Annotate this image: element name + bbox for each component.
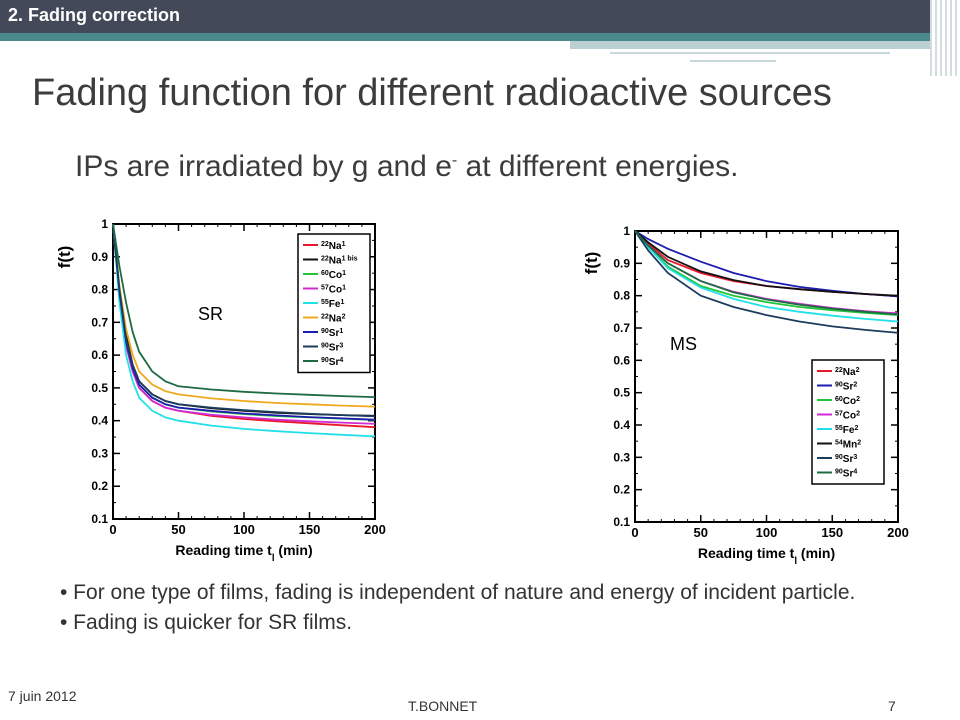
- bullet-item: • For one type of films, fading is indep…: [60, 581, 856, 604]
- panel-label: MS: [670, 334, 697, 354]
- y-tick-label: 0.7: [613, 321, 630, 335]
- y-tick-label: 0.2: [613, 483, 630, 497]
- header-accent-line: [0, 33, 930, 41]
- x-tick-label: 100: [233, 522, 255, 537]
- legend-entry: 60Co2: [835, 396, 860, 408]
- x-axis-label: Reading time tl (min): [698, 545, 835, 565]
- series-line-90Sr3: [112, 223, 376, 418]
- series-line-22Na2: [112, 223, 376, 408]
- subtitle-tail: at different energies.: [457, 150, 739, 183]
- legend-entry: 60Co1: [321, 270, 346, 282]
- legend-entry: 57Co2: [835, 410, 860, 422]
- y-axis-label: f(t): [55, 246, 74, 269]
- y-tick-label: 0.4: [613, 418, 630, 432]
- y-tick-label: 0.7: [91, 315, 108, 329]
- y-tick-label: 0.5: [91, 381, 108, 395]
- footer-date: 7 juin 2012: [8, 688, 77, 704]
- footer-author: T.BONNET: [408, 698, 478, 714]
- panel-label: SR: [198, 304, 223, 324]
- bullet-list: • For one type of films, fading is indep…: [60, 578, 900, 638]
- legend-entry: 22Na2: [321, 313, 346, 325]
- y-tick-label: 1: [623, 224, 630, 238]
- x-axis-label: Reading time tl (min): [175, 542, 312, 564]
- slide-subtitle: IPs are irradiated by g and e- at differ…: [75, 150, 739, 184]
- x-tick-label: 100: [756, 525, 778, 540]
- header-accent-line-thin: [610, 52, 890, 54]
- y-tick-label: 0.4: [91, 414, 108, 428]
- series-line-55Fe1: [112, 223, 376, 438]
- legend-entry: 54Mn2: [835, 439, 861, 451]
- y-tick-label: 0.8: [613, 289, 630, 303]
- y-tick-label: 0.6: [613, 353, 630, 367]
- subtitle-superscript: -: [451, 152, 458, 169]
- y-tick-label: 0.2: [91, 479, 108, 493]
- x-tick-label: 200: [887, 525, 909, 540]
- x-tick-label: 0: [631, 525, 638, 540]
- legend-entry: 57Co1: [321, 284, 346, 296]
- legend-entry: 90Sr4: [835, 468, 857, 480]
- y-tick-label: 0.9: [613, 256, 630, 270]
- y-tick-label: 0.6: [91, 348, 108, 362]
- x-tick-label: 200: [364, 522, 386, 537]
- x-tick-label: 150: [299, 522, 321, 537]
- y-tick-label: 0.8: [91, 283, 108, 297]
- x-tick-label: 50: [171, 522, 185, 537]
- series-line-54Mn2: [634, 230, 899, 297]
- bullet-item: • Fading is quicker for SR films.: [60, 611, 353, 634]
- series-line-90Sr4: [112, 223, 376, 398]
- x-tick-label: 150: [821, 525, 843, 540]
- section-tag: 2. Fading correction: [8, 5, 181, 25]
- series-line-90Sr3: [634, 230, 899, 334]
- header-bar: [0, 0, 930, 33]
- legend-entry: 22Na1: [321, 241, 346, 253]
- subtitle-main: IPs are irradiated by g and e: [75, 150, 452, 183]
- legend-entry: 90Sr3: [835, 454, 857, 466]
- series-line-55Fe2: [634, 230, 899, 323]
- x-tick-label: 0: [109, 522, 116, 537]
- header-accent-line-right: [570, 41, 930, 49]
- legend-entry: 22Na2: [835, 367, 860, 379]
- header-vertical-strip: [930, 0, 960, 76]
- y-axis-label: f(t): [582, 252, 601, 275]
- series-line-90Sr4: [634, 230, 899, 316]
- legend-entry: 90Sr3: [321, 342, 343, 354]
- legend-entry: 22Na1 bis: [321, 255, 358, 267]
- legend-entry: 55Fe1: [321, 299, 344, 311]
- legend-entry: 55Fe2: [835, 425, 858, 437]
- legend-entry: 90Sr2: [835, 381, 857, 393]
- y-tick-label: 0.1: [91, 512, 108, 526]
- y-tick-label: 0.5: [613, 386, 630, 400]
- legend-box: [811, 359, 885, 485]
- y-tick-label: 0.3: [613, 450, 630, 464]
- header-accent-line-short: [690, 60, 776, 62]
- x-tick-label: 50: [694, 525, 708, 540]
- y-tick-label: 0.1: [613, 515, 630, 529]
- slide-title: Fading function for different radioactiv…: [32, 72, 832, 114]
- legend-entry: 90Sr4: [321, 357, 343, 369]
- footer-page-number: 7: [888, 698, 896, 714]
- y-tick-label: 0.9: [91, 250, 108, 264]
- chart-sr: 0.1 0.2 0.3 0.4 0.5 0.6 0.7 0.8 0.9 1 0 50 100 150 200…: [55, 217, 386, 564]
- chart-ms: 0.1 0.2 0.3 0.4 0.5 0.6 0.7 0.8 0.9 1 0 50 100 150 200…: [582, 224, 909, 565]
- y-tick-label: 1: [101, 217, 108, 231]
- legend-entry: 90Sr1: [321, 328, 343, 340]
- y-tick-label: 0.3: [91, 446, 108, 460]
